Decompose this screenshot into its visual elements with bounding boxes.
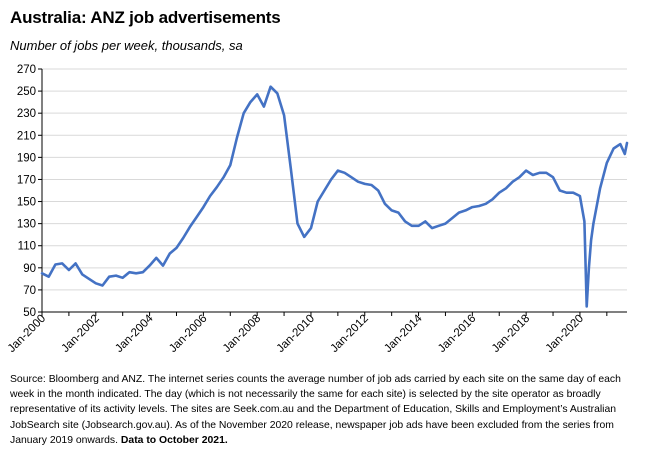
series-line-job-ads — [40, 85, 629, 308]
y-tick-label: 130 — [17, 219, 36, 231]
x-tick-label: Jan-2010 — [275, 313, 317, 355]
x-tick-label: Jan-2012 — [328, 313, 370, 355]
y-tick-label: 50 — [23, 307, 36, 319]
source-text: Source: Bloomberg and ANZ. The internet … — [10, 374, 621, 446]
y-axis: 50 70 90 110 130 150 170 190 210 230 250 270 — [17, 64, 43, 319]
x-axis: Jan-2000 Jan-2002 Jan-2004 Jan-2006 Jan-2008… — [6, 311, 627, 355]
x-tick-label: Jan-2002 — [60, 313, 102, 355]
line-chart: 50 70 90 110 130 150 170 190 210 230 250 270 Jan-20… — [6, 64, 629, 355]
series-layer — [40, 85, 629, 308]
source-data-date: Data to October 2021. — [120, 434, 228, 446]
y-tick-label: 110 — [18, 241, 36, 253]
x-tick-label: Jan-2020 — [544, 313, 586, 355]
y-tick-label: 210 — [17, 130, 36, 142]
y-tick-label: 230 — [17, 108, 36, 120]
x-tick-label: Jan-2008 — [221, 313, 263, 355]
source-note: Source: Bloomberg and ANZ. The internet … — [10, 372, 642, 448]
x-tick-label: Jan-2016 — [436, 313, 478, 355]
y-tick-label: 250 — [17, 86, 36, 98]
y-tick-label: 150 — [17, 197, 36, 209]
x-tick-label: Jan-2018 — [490, 313, 532, 355]
gridlines — [42, 68, 627, 291]
x-tick-label: Jan-2004 — [113, 312, 156, 355]
y-tick-label: 90 — [23, 263, 36, 275]
chart-title: Australia: ANZ job advertisements — [10, 8, 281, 27]
x-tick-label: Jan-2014 — [382, 312, 425, 355]
y-tick-label: 270 — [17, 64, 36, 76]
x-tick-label: Jan-2006 — [167, 313, 209, 355]
y-tick-label: 170 — [17, 174, 36, 186]
y-tick-label: 190 — [17, 152, 36, 164]
chart-subtitle: Number of jobs per week, thousands, sa — [10, 38, 243, 53]
y-tick-label: 70 — [23, 285, 36, 297]
